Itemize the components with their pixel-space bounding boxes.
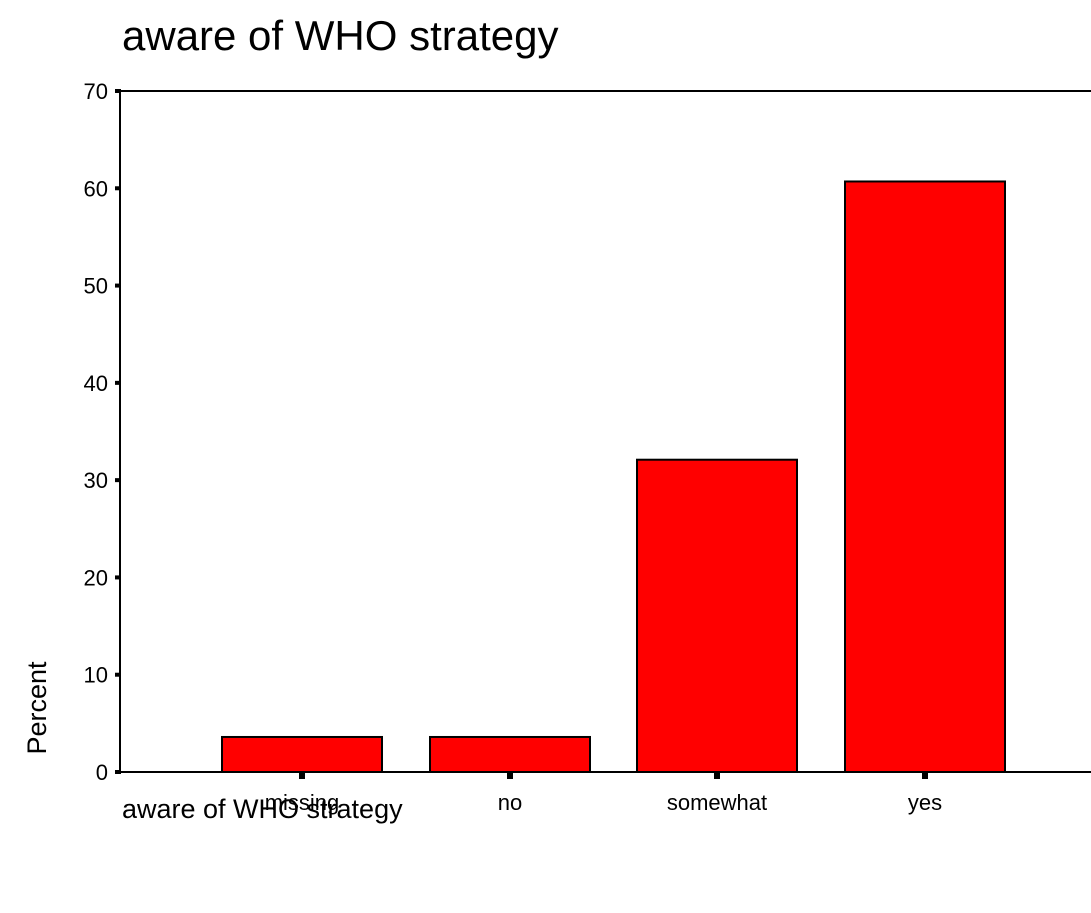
y-axis-title: Percent [22, 661, 52, 755]
y-tick-label: 20 [84, 565, 108, 590]
x-axis-ticks: missing no somewhat yes [265, 772, 942, 815]
y-tick-mark [115, 770, 121, 774]
y-tick-label: 10 [84, 663, 108, 688]
y-tick-mark [115, 575, 121, 580]
y-tick-mark [115, 380, 121, 385]
y-axis-ticks: 0 10 20 30 40 50 60 70 [84, 79, 121, 785]
x-tick-label: yes [908, 790, 942, 815]
y-tick-label: 30 [84, 468, 108, 493]
bar-somewhat [636, 458, 798, 773]
chart-title: aware of WHO strategy [122, 12, 558, 59]
x-tick-mark [299, 772, 305, 779]
y-tick-label: 70 [84, 79, 108, 104]
x-tick-label: no [498, 790, 522, 815]
bars [221, 180, 1006, 774]
bar-yes [844, 180, 1006, 773]
bar-no [429, 735, 591, 774]
y-tick-label: 50 [84, 274, 108, 299]
y-tick-mark [115, 478, 121, 483]
x-tick-mark [507, 772, 513, 779]
bar-missing [221, 735, 383, 774]
y-tick-mark [115, 283, 121, 288]
x-tick-label: missing [265, 790, 340, 815]
x-tick-label: somewhat [667, 790, 767, 815]
y-tick-mark [115, 186, 121, 191]
x-tick-mark [714, 772, 720, 779]
x-tick-mark [922, 772, 928, 779]
y-tick-label: 60 [84, 176, 108, 201]
y-tick-label: 0 [96, 760, 108, 785]
y-tick-label: 40 [84, 371, 108, 396]
x-axis-title: aware of WHO strategy [122, 794, 403, 824]
y-tick-mark [115, 672, 121, 677]
y-tick-mark [115, 89, 121, 93]
